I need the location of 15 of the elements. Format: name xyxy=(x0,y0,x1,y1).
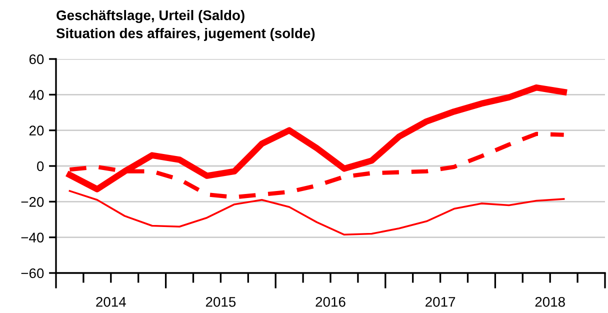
x-tick-label: 2016 xyxy=(316,296,346,307)
chart-title: Geschäftslage, Urteil (Saldo) xyxy=(56,10,244,24)
x-tick-label: 2014 xyxy=(96,296,126,307)
y-tick-label: 60 xyxy=(29,54,44,64)
y-tick-label: 40 xyxy=(29,90,44,100)
y-tick-label: 0 xyxy=(37,161,44,172)
line-series xyxy=(68,190,565,236)
y-tick-label: −40 xyxy=(21,232,44,243)
x-tick-label: 2015 xyxy=(206,296,236,307)
x-tick-label: 2018 xyxy=(535,296,565,307)
chart-subtitle: Situation des affaires, jugement (solde) xyxy=(56,28,315,42)
y-tick-label: −60 xyxy=(21,268,44,278)
y-tick-label: −20 xyxy=(21,197,44,207)
y-tick-label: 20 xyxy=(29,126,44,136)
x-tick-label: 2017 xyxy=(426,296,456,307)
